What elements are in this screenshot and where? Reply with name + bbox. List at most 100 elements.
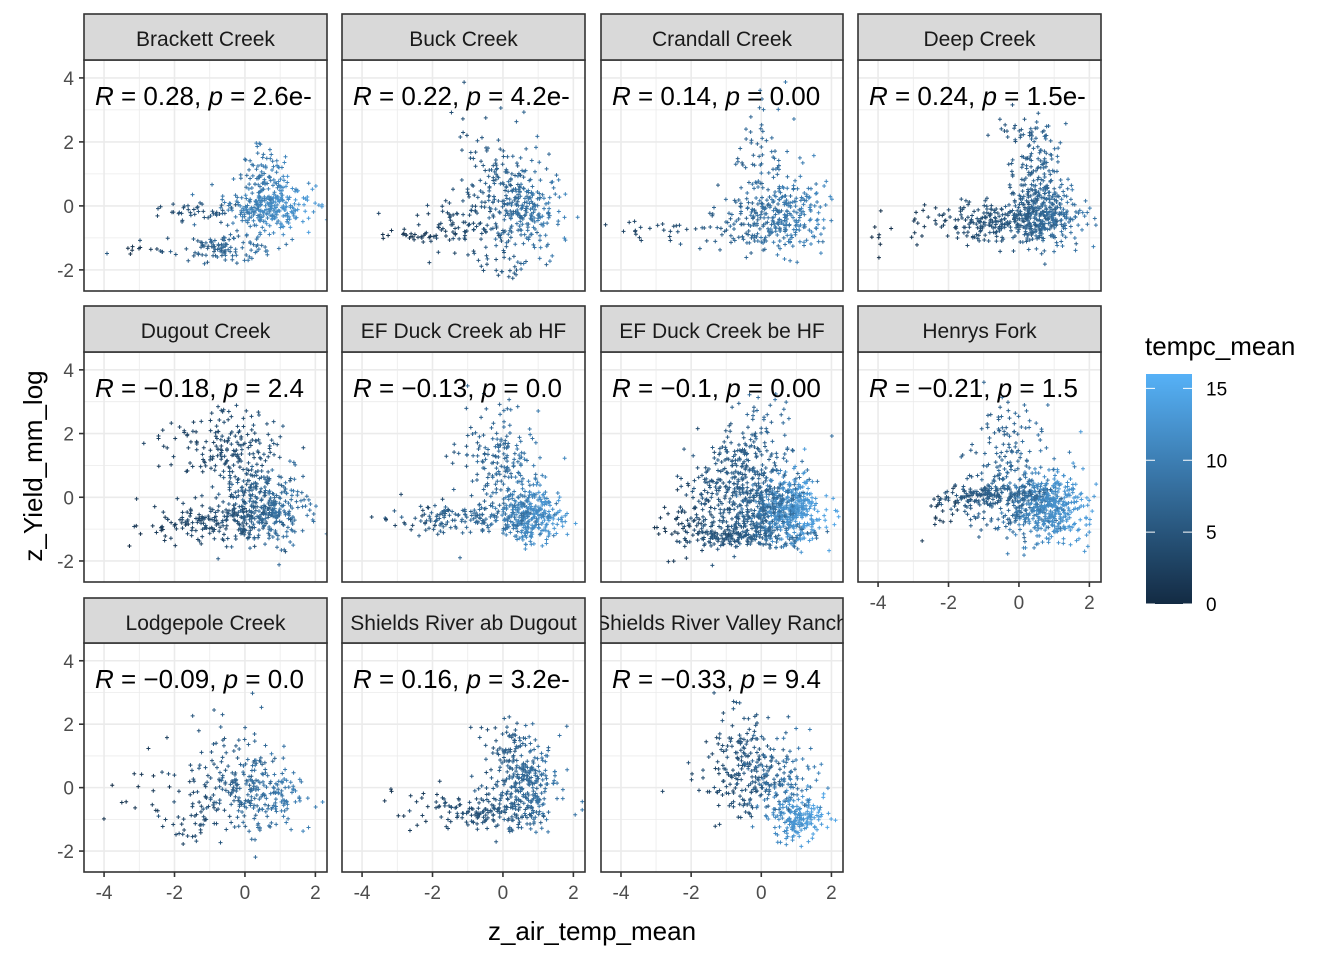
data-point xyxy=(413,516,418,521)
data-point xyxy=(239,515,244,520)
data-point xyxy=(1030,516,1035,521)
data-point xyxy=(637,235,642,240)
data-point xyxy=(1002,222,1007,227)
data-point xyxy=(484,148,489,153)
data-point xyxy=(452,450,457,455)
data-point xyxy=(832,522,837,527)
data-point xyxy=(739,476,744,481)
data-point xyxy=(787,211,792,216)
data-point xyxy=(467,213,472,218)
data-point xyxy=(451,187,456,192)
data-point xyxy=(298,498,303,503)
data-point xyxy=(502,201,507,206)
data-point xyxy=(311,209,316,214)
data-point xyxy=(1026,144,1031,149)
data-point xyxy=(762,440,767,445)
facet-panel: R = 0.22, p = 4.2e-Buck Creek xyxy=(341,13,586,292)
data-point xyxy=(1024,231,1029,236)
data-point xyxy=(512,451,517,456)
data-point xyxy=(781,235,786,240)
data-point xyxy=(968,220,973,225)
data-point xyxy=(229,429,234,434)
data-point xyxy=(463,519,468,524)
data-point xyxy=(780,194,785,199)
data-point xyxy=(824,493,829,498)
data-point xyxy=(738,457,743,462)
data-point xyxy=(245,478,250,483)
data-point xyxy=(777,238,782,243)
panel-background xyxy=(858,352,1101,582)
data-point xyxy=(674,539,679,544)
data-point xyxy=(1061,189,1066,194)
data-point xyxy=(553,192,558,197)
data-point xyxy=(247,182,252,187)
data-point xyxy=(759,490,764,495)
data-point xyxy=(1063,235,1068,240)
data-point xyxy=(707,483,712,488)
data-point xyxy=(184,246,189,251)
data-point xyxy=(700,473,705,478)
data-point xyxy=(248,546,253,551)
data-point xyxy=(1065,186,1070,191)
data-point xyxy=(515,207,520,212)
data-point xyxy=(242,499,247,504)
data-point xyxy=(138,531,143,536)
data-point xyxy=(747,535,752,540)
data-point xyxy=(807,492,812,497)
data-point xyxy=(759,144,764,149)
data-point xyxy=(786,495,791,500)
data-point xyxy=(533,504,538,509)
data-point xyxy=(520,222,525,227)
data-point xyxy=(1048,152,1053,157)
data-point xyxy=(719,232,724,237)
data-point xyxy=(1036,190,1041,195)
data-point xyxy=(258,208,263,213)
data-point xyxy=(993,225,998,230)
data-point xyxy=(181,501,186,506)
data-point xyxy=(506,238,511,243)
data-point xyxy=(998,249,1003,254)
data-point xyxy=(759,472,764,477)
data-point xyxy=(244,253,249,258)
data-point xyxy=(512,503,517,508)
data-point xyxy=(750,162,755,167)
data-point xyxy=(251,213,256,218)
data-point xyxy=(684,492,689,497)
data-point xyxy=(1080,210,1085,215)
data-point xyxy=(750,476,755,481)
data-point xyxy=(725,471,730,476)
data-point xyxy=(787,499,792,504)
data-point xyxy=(520,204,525,209)
data-point xyxy=(468,518,473,523)
data-point xyxy=(728,539,733,544)
data-point xyxy=(447,215,452,220)
data-point xyxy=(728,496,733,501)
data-point xyxy=(763,518,768,523)
data-point xyxy=(533,472,538,477)
data-point xyxy=(543,511,548,516)
data-point xyxy=(774,495,779,500)
data-point xyxy=(313,504,318,509)
data-point xyxy=(701,519,706,524)
data-point xyxy=(768,403,773,408)
data-point xyxy=(528,506,533,511)
data-point xyxy=(768,534,773,539)
data-point xyxy=(753,210,758,215)
data-point xyxy=(276,179,281,184)
data-point xyxy=(730,537,735,542)
data-point xyxy=(1019,200,1024,205)
data-point xyxy=(266,531,271,536)
data-point xyxy=(431,234,436,239)
data-point xyxy=(253,438,258,443)
data-point xyxy=(420,513,425,518)
data-point xyxy=(1038,212,1043,217)
data-point xyxy=(781,456,786,461)
data-point xyxy=(539,522,544,527)
data-point xyxy=(156,206,161,211)
data-point xyxy=(1035,144,1040,149)
data-point xyxy=(672,529,677,534)
data-point xyxy=(1002,129,1007,134)
r-value: = 0.24, xyxy=(888,81,983,111)
data-point xyxy=(226,409,231,414)
data-point xyxy=(733,544,738,549)
